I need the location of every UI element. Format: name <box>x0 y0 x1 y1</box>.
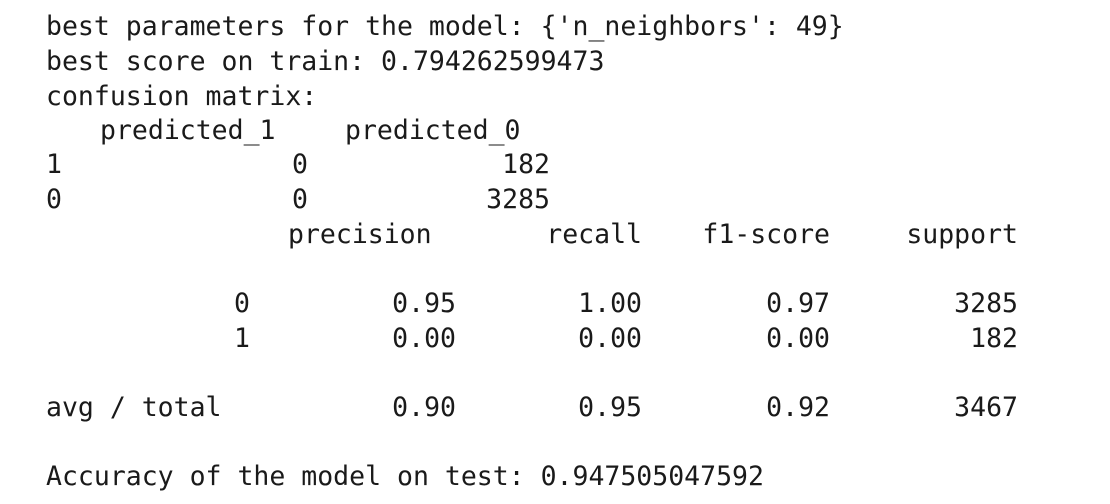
confusion-row-label: 1 <box>46 149 62 180</box>
best-params-line: best parameters for the model: {'n_neigh… <box>46 11 844 42</box>
report-support: 3285 <box>954 288 1018 319</box>
report-total-label: avg / total <box>46 392 222 423</box>
confusion-header-predicted-1: predicted_1 <box>100 115 276 146</box>
report-total-f1: 0.92 <box>766 392 830 423</box>
report-header-recall: recall <box>546 219 642 250</box>
report-support: 182 <box>970 323 1018 354</box>
report-precision: 0.95 <box>392 288 456 319</box>
confusion-header-predicted-0: predicted_0 <box>345 115 521 146</box>
accuracy-line: Accuracy of the model on test: 0.9475050… <box>46 461 764 492</box>
report-row-label: 1 <box>234 323 250 354</box>
confusion-cell: 182 <box>502 149 550 180</box>
report-f1: 0.00 <box>766 323 830 354</box>
confusion-cell: 3285 <box>486 184 550 215</box>
report-recall: 1.00 <box>578 288 642 319</box>
report-total-support: 3467 <box>954 392 1018 423</box>
report-header-support: support <box>906 219 1018 250</box>
confusion-cell: 0 <box>292 184 308 215</box>
confusion-matrix-label: confusion matrix: <box>46 81 318 112</box>
report-f1: 0.97 <box>766 288 830 319</box>
report-header-f1-score: f1-score <box>702 219 830 250</box>
confusion-row-label: 0 <box>46 184 62 215</box>
report-row-label: 0 <box>234 288 250 319</box>
report-precision: 0.00 <box>392 323 456 354</box>
best-score-line: best score on train: 0.794262599473 <box>46 46 605 77</box>
report-header-precision: precision <box>288 219 432 250</box>
report-total-precision: 0.90 <box>392 392 456 423</box>
report-total-recall: 0.95 <box>578 392 642 423</box>
report-recall: 0.00 <box>578 323 642 354</box>
confusion-cell: 0 <box>292 149 308 180</box>
